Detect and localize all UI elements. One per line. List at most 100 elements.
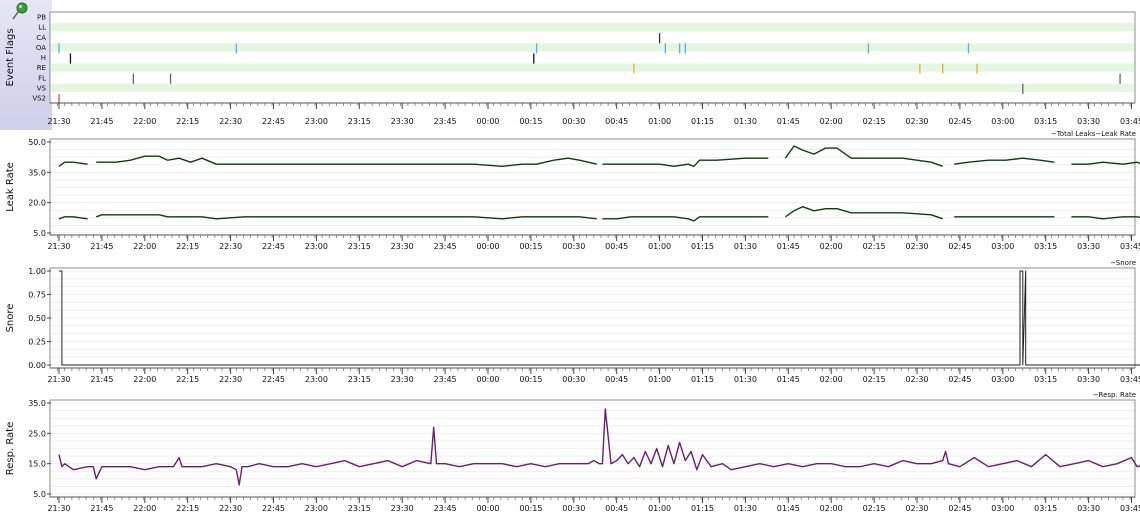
- flag-row-label-ca: CA: [36, 34, 46, 42]
- y-axis-title: Leak Rate: [5, 162, 16, 212]
- x-tick-label: 03:00: [991, 242, 1014, 251]
- x-tick-label: 22:00: [133, 242, 156, 251]
- x-tick-label: 01:00: [648, 504, 671, 513]
- x-tick-label: 21:30: [47, 242, 70, 251]
- y-tick-label: 0.00: [28, 361, 46, 370]
- snore-series-0: [59, 270, 1140, 366]
- x-tick-label: 00:00: [476, 375, 499, 384]
- x-tick-label: 00:00: [476, 117, 499, 126]
- x-tick-label: 03:15: [1034, 504, 1057, 513]
- x-tick-label: 01:30: [734, 242, 757, 251]
- y-tick-label: 0.25: [28, 338, 46, 347]
- x-tick-label: 00:15: [519, 242, 542, 251]
- x-tick-label: 01:00: [648, 375, 671, 384]
- x-tick-label: 03:45: [1120, 375, 1140, 384]
- x-tick-label: 03:00: [991, 375, 1014, 384]
- y-tick-label: 25.0: [28, 429, 46, 438]
- flag-row-label-pb: PB: [37, 14, 46, 22]
- x-tick-label: 03:15: [1034, 375, 1057, 384]
- x-tick-label: 02:45: [948, 504, 971, 513]
- x-tick-label: 21:45: [90, 117, 113, 126]
- x-tick-label: 01:00: [648, 242, 671, 251]
- x-tick-label: 00:30: [562, 375, 585, 384]
- x-tick-label: 03:15: [1034, 117, 1057, 126]
- x-tick-label: 02:00: [820, 504, 843, 513]
- x-tick-label: 23:45: [434, 242, 457, 251]
- x-tick-label: 23:45: [434, 117, 457, 126]
- x-tick-label: 23:15: [348, 504, 371, 513]
- x-tick-label: 01:00: [648, 117, 671, 126]
- y-tick-label: 5.0: [33, 490, 46, 499]
- flag-row-label-ll: LL: [38, 24, 46, 32]
- legend-entry: −Snore: [1110, 259, 1136, 267]
- x-tick-label: 22:15: [176, 242, 199, 251]
- x-tick-label: 23:45: [434, 375, 457, 384]
- x-tick-label: 22:45: [262, 117, 285, 126]
- y-tick-label: 20.0: [28, 199, 46, 208]
- x-tick-label: 03:15: [1034, 242, 1057, 251]
- x-tick-label: 23:15: [348, 117, 371, 126]
- x-tick-label: 02:15: [863, 117, 886, 126]
- resp-series-0: [58, 408, 1140, 486]
- x-tick-label: 00:00: [476, 242, 499, 251]
- x-tick-label: 22:15: [176, 375, 199, 384]
- flag-row-band: [51, 43, 1134, 52]
- pushpin-needle: [12, 11, 19, 20]
- y-tick-label: 15.0: [28, 460, 46, 469]
- x-tick-label: 02:45: [948, 117, 971, 126]
- x-tick-label: 02:15: [863, 504, 886, 513]
- leak-panel: [49, 138, 1136, 236]
- flag-row-band: [51, 63, 1134, 72]
- x-tick-label: 00:45: [605, 375, 628, 384]
- x-tick-label: 23:30: [391, 242, 414, 251]
- x-tick-label: 22:30: [219, 242, 242, 251]
- x-tick-label: 23:30: [391, 375, 414, 384]
- x-tick-label: 23:00: [305, 242, 328, 251]
- x-tick-label: 23:30: [391, 504, 414, 513]
- y-tick-label: 5.0: [33, 229, 46, 238]
- x-tick-label: 23:00: [305, 117, 328, 126]
- x-tick-label: 01:45: [777, 375, 800, 384]
- x-tick-label: 22:00: [133, 117, 156, 126]
- panel-sidebar: [0, 0, 52, 130]
- flag-row-label-oa: OA: [36, 44, 46, 52]
- x-tick-label: 02:00: [820, 117, 843, 126]
- x-tick-label: 00:15: [519, 504, 542, 513]
- x-tick-label: 03:30: [1077, 117, 1100, 126]
- x-tick-label: 02:00: [820, 375, 843, 384]
- x-tick-label: 03:00: [991, 117, 1014, 126]
- x-tick-label: 00:45: [605, 242, 628, 251]
- x-tick-label: 00:30: [562, 504, 585, 513]
- flag-row-label-re: RE: [37, 64, 46, 72]
- x-tick-label: 21:30: [47, 117, 70, 126]
- flag-row-label-h: H: [41, 54, 46, 62]
- x-tick-label: 03:45: [1120, 242, 1140, 251]
- pushpin-icon[interactable]: [12, 2, 28, 20]
- x-tick-label: 00:30: [562, 242, 585, 251]
- x-tick-label: 01:45: [777, 117, 800, 126]
- x-tick-label: 01:15: [691, 375, 714, 384]
- x-tick-label: 22:30: [219, 117, 242, 126]
- x-tick-label: 03:45: [1120, 117, 1140, 126]
- x-tick-label: 22:30: [219, 375, 242, 384]
- x-tick-label: 01:30: [734, 117, 757, 126]
- x-tick-label: 02:30: [905, 117, 928, 126]
- x-tick-label: 23:30: [391, 117, 414, 126]
- flag-row-band: [51, 23, 1134, 32]
- x-tick-label: 22:45: [262, 375, 285, 384]
- x-tick-label: 02:30: [905, 375, 928, 384]
- legend-entry: −Total Leaks−Leak Rate: [1051, 130, 1136, 138]
- x-tick-label: 21:30: [47, 375, 70, 384]
- flag-row-label-vs2: VS2: [32, 94, 46, 102]
- y-tick-label: 1.00: [28, 267, 46, 276]
- x-tick-label: 23:15: [348, 242, 371, 251]
- x-tick-label: 03:45: [1120, 504, 1140, 513]
- x-tick-label: 02:30: [905, 242, 928, 251]
- x-tick-label: 02:45: [948, 242, 971, 251]
- leak-series-1: [58, 206, 1140, 222]
- x-axis-snore: 21:30 21:45 22:00 22:15 22:30 22:45 23:00 23:15…: [47, 367, 1140, 384]
- pushpin-head: [16, 2, 28, 14]
- x-tick-label: 21:45: [90, 504, 113, 513]
- x-tick-label: 22:00: [133, 375, 156, 384]
